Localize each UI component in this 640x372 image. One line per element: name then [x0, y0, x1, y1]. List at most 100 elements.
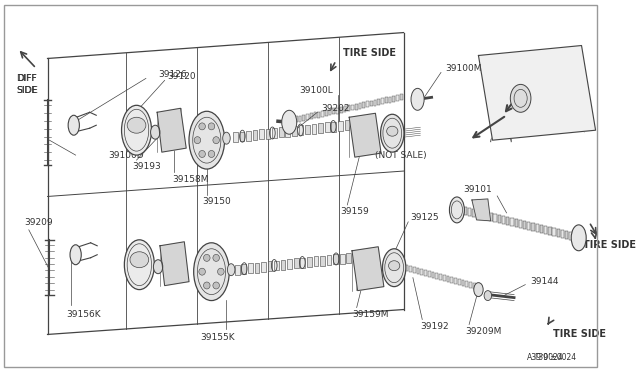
Polygon shape	[472, 199, 491, 221]
Bar	[561, 230, 564, 238]
Text: 39150: 39150	[202, 198, 231, 206]
Bar	[400, 94, 403, 100]
Bar	[292, 126, 297, 136]
Bar	[519, 220, 522, 228]
Bar	[435, 273, 438, 279]
Bar	[460, 206, 463, 214]
Ellipse shape	[150, 125, 160, 139]
Bar	[527, 222, 531, 230]
Bar	[536, 224, 539, 232]
Bar	[358, 103, 362, 109]
Ellipse shape	[572, 225, 586, 251]
Bar	[392, 96, 395, 102]
Bar	[469, 282, 472, 288]
Bar	[458, 279, 461, 285]
Bar	[439, 274, 442, 280]
Bar	[548, 227, 552, 235]
Text: DIFF: DIFF	[17, 74, 37, 83]
Ellipse shape	[510, 84, 531, 112]
Circle shape	[199, 123, 205, 130]
Bar	[388, 97, 391, 103]
Bar	[314, 112, 316, 118]
Ellipse shape	[68, 115, 79, 135]
Circle shape	[213, 282, 220, 289]
Bar	[314, 256, 318, 266]
Text: 39100L: 39100L	[300, 86, 333, 95]
Ellipse shape	[381, 114, 404, 152]
Bar	[340, 107, 342, 113]
Bar	[233, 132, 237, 142]
Text: 39100M: 39100M	[445, 64, 482, 73]
Ellipse shape	[227, 264, 235, 276]
Bar	[299, 125, 303, 135]
Bar	[544, 226, 547, 234]
Text: 39202: 39202	[321, 104, 349, 113]
Text: TIRE SIDE: TIRE SIDE	[584, 240, 636, 250]
Bar	[515, 219, 518, 227]
Text: 39120: 39120	[168, 72, 196, 81]
Bar	[405, 265, 408, 271]
Text: SIDE: SIDE	[16, 86, 38, 95]
Text: TIRE SIDE: TIRE SIDE	[342, 48, 396, 58]
Ellipse shape	[223, 132, 230, 144]
Bar	[346, 253, 351, 263]
Bar	[413, 267, 416, 273]
Bar	[295, 116, 298, 122]
Bar	[485, 212, 488, 220]
Ellipse shape	[189, 111, 225, 169]
Ellipse shape	[449, 197, 465, 223]
Bar	[502, 216, 505, 224]
Bar	[336, 108, 339, 114]
Ellipse shape	[388, 261, 400, 271]
Bar	[268, 261, 273, 271]
Circle shape	[208, 123, 215, 130]
Bar	[451, 277, 453, 283]
Ellipse shape	[127, 117, 146, 133]
Bar	[385, 97, 388, 103]
Ellipse shape	[194, 243, 229, 301]
Bar	[246, 131, 251, 141]
Bar	[381, 98, 384, 104]
Bar	[305, 125, 310, 135]
Ellipse shape	[154, 260, 163, 274]
Bar	[248, 263, 253, 273]
Bar	[506, 217, 509, 225]
Bar	[531, 223, 534, 231]
Bar	[239, 132, 244, 141]
Bar	[261, 262, 266, 272]
Polygon shape	[352, 247, 384, 291]
Bar	[333, 254, 338, 264]
Bar	[443, 275, 445, 280]
Text: A39ʼ0024: A39ʼ0024	[527, 353, 564, 362]
Bar	[338, 121, 342, 131]
Polygon shape	[349, 113, 381, 157]
Bar	[461, 280, 465, 286]
Bar	[235, 265, 239, 275]
Ellipse shape	[387, 126, 398, 136]
Text: (NOT SALE): (NOT SALE)	[376, 151, 427, 160]
Bar	[493, 214, 497, 222]
Text: 39159M: 39159M	[352, 310, 388, 319]
Bar	[344, 121, 349, 130]
Bar	[325, 110, 328, 116]
Text: 39126: 39126	[158, 70, 187, 79]
Text: 39101: 39101	[464, 186, 493, 195]
Bar	[540, 225, 543, 233]
Text: 39144: 39144	[530, 277, 559, 286]
Bar	[378, 99, 380, 105]
Ellipse shape	[124, 240, 154, 290]
Ellipse shape	[484, 291, 492, 301]
Bar	[344, 106, 346, 112]
Bar	[312, 124, 316, 134]
Circle shape	[204, 254, 210, 262]
Bar	[306, 114, 309, 120]
Ellipse shape	[411, 89, 424, 110]
Bar	[409, 266, 412, 272]
Bar	[325, 122, 330, 132]
Bar	[447, 276, 449, 282]
Ellipse shape	[474, 283, 483, 296]
Bar	[370, 100, 372, 106]
Ellipse shape	[70, 245, 81, 265]
Text: 39100D: 39100D	[108, 151, 144, 160]
Bar	[420, 269, 423, 275]
